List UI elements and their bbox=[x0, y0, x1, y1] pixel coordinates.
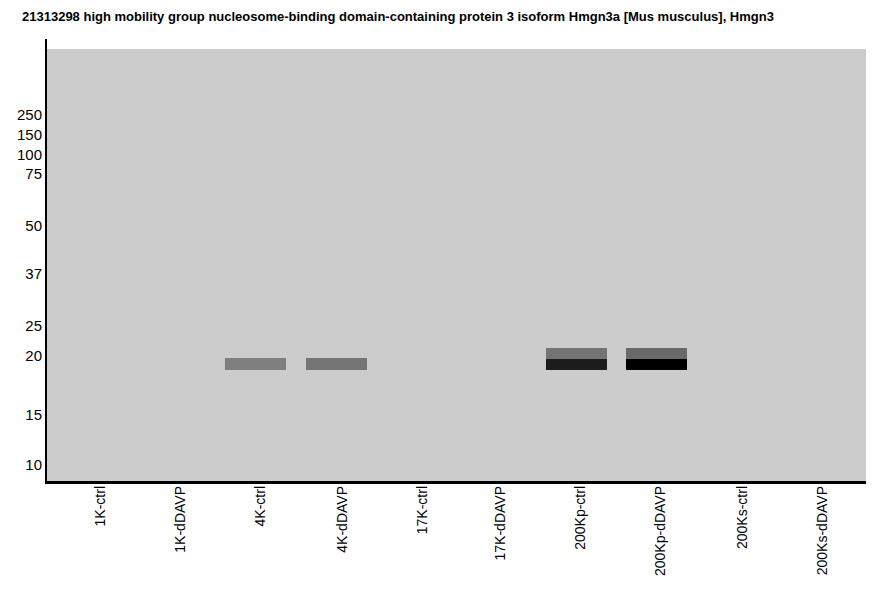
lane-label-17K-dDAVP: 17K-dDAVP bbox=[492, 486, 508, 560]
lane-label-200Ks-dDAVP: 200Ks-dDAVP bbox=[814, 486, 830, 575]
mw-marker-label-250: 250 bbox=[0, 107, 42, 123]
lane-label-1K-dDAVP: 1K-dDAVP bbox=[172, 486, 188, 553]
gel-area bbox=[47, 49, 866, 481]
mw-marker-label-100: 100 bbox=[0, 147, 42, 163]
band-200Kp-ctrl-20kda bbox=[546, 359, 607, 370]
mw-marker-label-37: 37 bbox=[0, 266, 42, 282]
mw-marker-label-150: 150 bbox=[0, 127, 42, 143]
lane-label-1K-ctrl: 1K-ctrl bbox=[92, 486, 108, 526]
lane-label-200Kp-ctrl: 200Kp-ctrl bbox=[572, 486, 588, 550]
band-200Kp-dDAVP-20kda bbox=[626, 359, 687, 370]
lane-label-17K-ctrl: 17K-ctrl bbox=[414, 486, 430, 534]
mw-marker-label-25: 25 bbox=[0, 318, 42, 334]
figure-title: 21313298 high mobility group nucleosome-… bbox=[22, 9, 774, 24]
lane-label-4K-ctrl: 4K-ctrl bbox=[252, 486, 268, 526]
lane-label-200Kp-dDAVP: 200Kp-dDAVP bbox=[652, 486, 668, 576]
lane-label-4K-dDAVP: 4K-dDAVP bbox=[334, 486, 350, 553]
y-axis-line bbox=[45, 39, 47, 483]
mw-marker-label-20: 20 bbox=[0, 348, 42, 364]
mw-marker-label-10: 10 bbox=[0, 457, 42, 473]
band-200Kp-dDAVP-21kda bbox=[626, 348, 687, 359]
mw-marker-label-50: 50 bbox=[0, 218, 42, 234]
band-4K-ctrl-20kda bbox=[225, 358, 286, 370]
mw-marker-label-15: 15 bbox=[0, 407, 42, 423]
band-200Kp-ctrl-21kda bbox=[546, 348, 607, 359]
band-4K-dDAVP-20kda bbox=[306, 358, 367, 370]
x-axis-line bbox=[45, 481, 866, 484]
mw-marker-label-75: 75 bbox=[0, 166, 42, 182]
lane-label-200Ks-ctrl: 200Ks-ctrl bbox=[734, 486, 750, 549]
